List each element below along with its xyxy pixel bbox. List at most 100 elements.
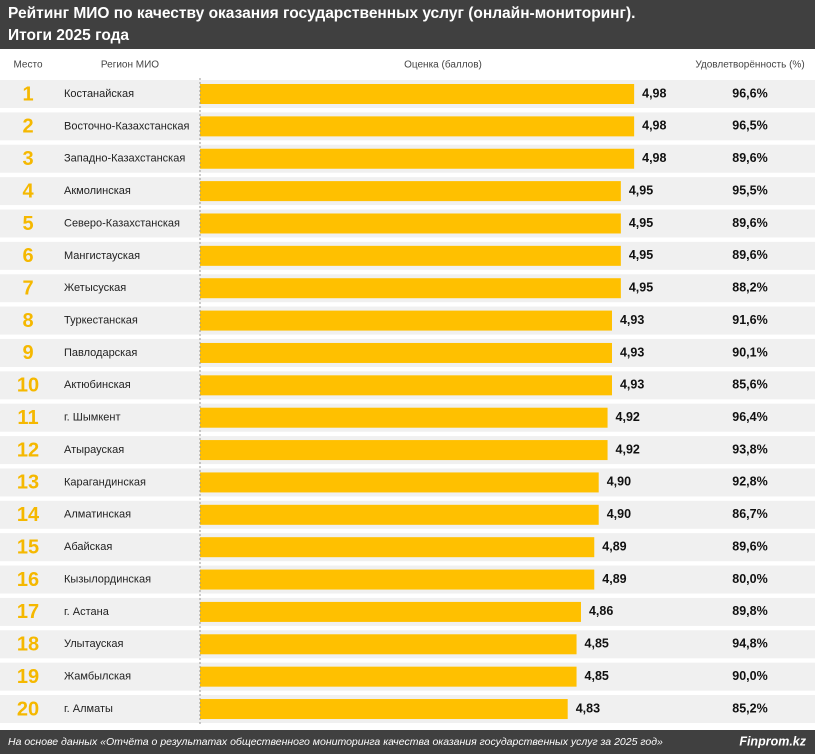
bar: [200, 407, 608, 428]
rank: 1: [22, 83, 33, 105]
column-header: Регион МИО: [101, 60, 159, 71]
value-label: 4,83: [576, 701, 600, 715]
value-label: 4,95: [629, 216, 653, 230]
bar: [200, 666, 577, 687]
satisfaction-value: 89,6%: [732, 216, 767, 230]
value-label: 4,93: [620, 378, 644, 392]
satisfaction-value: 95,5%: [732, 183, 767, 197]
bar: [200, 634, 577, 655]
value-label: 4,93: [620, 313, 644, 327]
category-label: Костанайская: [64, 88, 134, 100]
satisfaction-value: 94,8%: [732, 637, 767, 651]
value-label: 4,98: [642, 119, 666, 133]
value-label: 4,89: [602, 539, 626, 553]
satisfaction-value: 96,4%: [732, 410, 767, 424]
bar: [200, 116, 635, 137]
value-label: 4,93: [620, 345, 644, 359]
satisfaction-value: 89,6%: [732, 248, 767, 262]
satisfaction-value: 91,6%: [732, 313, 767, 327]
bar: [200, 472, 599, 493]
category-label: Улытауская: [64, 638, 124, 650]
rank: 16: [17, 569, 39, 591]
rank: 18: [17, 634, 39, 656]
satisfaction-value: 85,2%: [732, 701, 767, 715]
bar: [200, 504, 599, 525]
rank: 6: [22, 245, 33, 267]
column-header: Оценка (баллов): [404, 59, 482, 71]
satisfaction-value: 86,7%: [732, 507, 767, 521]
category-label: Алматинская: [64, 509, 131, 521]
satisfaction-value: 90,0%: [732, 669, 767, 683]
value-label: 4,86: [589, 604, 613, 618]
rank: 17: [17, 601, 39, 623]
value-label: 4,98: [642, 151, 666, 165]
chart-title: Итоги 2025 года: [8, 27, 129, 44]
rank: 15: [17, 536, 39, 558]
bar: [200, 537, 595, 558]
satisfaction-value: 89,8%: [732, 604, 767, 618]
column-header: Удовлетворённость (%): [695, 60, 804, 71]
rank: 20: [17, 698, 39, 720]
bar: [200, 278, 621, 299]
value-label: 4,85: [585, 637, 609, 651]
title-bar: [0, 0, 815, 49]
category-label: Мангистауская: [64, 250, 140, 262]
bar: [200, 440, 608, 461]
rank: 7: [22, 278, 33, 300]
value-label: 4,90: [607, 507, 631, 521]
rank: 10: [17, 375, 39, 397]
satisfaction-value: 92,8%: [732, 475, 767, 489]
category-label: г. Астана: [64, 606, 110, 618]
rank: 12: [17, 439, 39, 461]
bar: [200, 342, 612, 363]
bar: [200, 213, 621, 234]
rank: 9: [22, 342, 33, 364]
satisfaction-value: 93,8%: [732, 442, 767, 456]
bar: [200, 245, 621, 266]
value-label: 4,89: [602, 572, 626, 586]
category-label: Восточно-Казахстанская: [64, 120, 190, 132]
chart-title: Рейтинг МИО по качеству оказания государ…: [8, 5, 635, 22]
category-label: г. Шымкент: [64, 412, 121, 424]
footer-bar: [0, 730, 815, 754]
bar: [200, 84, 635, 104]
rank: 11: [17, 407, 38, 429]
value-label: 4,98: [642, 86, 666, 100]
satisfaction-value: 85,6%: [732, 378, 767, 392]
brand: Finprom.kz: [739, 734, 806, 748]
column-header: Место: [13, 60, 42, 71]
bar: [200, 310, 612, 331]
category-label: Северо-Казахстанская: [64, 217, 180, 229]
rank: 13: [17, 472, 39, 494]
value-label: 4,92: [616, 410, 640, 424]
value-label: 4,95: [629, 281, 653, 295]
category-label: Павлодарская: [64, 347, 137, 359]
rank: 2: [22, 116, 33, 138]
rank: 5: [22, 213, 33, 235]
category-label: Кызылординская: [64, 573, 151, 585]
category-label: Западно-Казахстанская: [64, 153, 185, 165]
bar: [200, 375, 612, 396]
satisfaction-value: 80,0%: [732, 572, 767, 586]
category-label: Жетысуская: [64, 282, 126, 294]
bar: [200, 601, 581, 622]
value-label: 4,95: [629, 248, 653, 262]
rank: 8: [22, 310, 33, 332]
source-note: На основе данных «Отчёта о результатах о…: [8, 736, 663, 748]
rank: 4: [22, 180, 34, 202]
category-label: Атырауская: [64, 444, 124, 456]
category-label: Абайская: [64, 541, 112, 553]
rank: 14: [17, 504, 40, 526]
value-label: 4,90: [607, 475, 631, 489]
category-label: г. Алматы: [64, 703, 113, 715]
rank: 3: [22, 148, 33, 170]
satisfaction-value: 88,2%: [732, 281, 767, 295]
satisfaction-value: 90,1%: [732, 345, 767, 359]
value-label: 4,92: [616, 442, 640, 456]
value-label: 4,85: [585, 669, 609, 683]
category-label: Карагандинская: [64, 476, 146, 488]
bar: [200, 569, 595, 590]
value-label: 4,95: [629, 183, 653, 197]
satisfaction-value: 89,6%: [732, 151, 767, 165]
